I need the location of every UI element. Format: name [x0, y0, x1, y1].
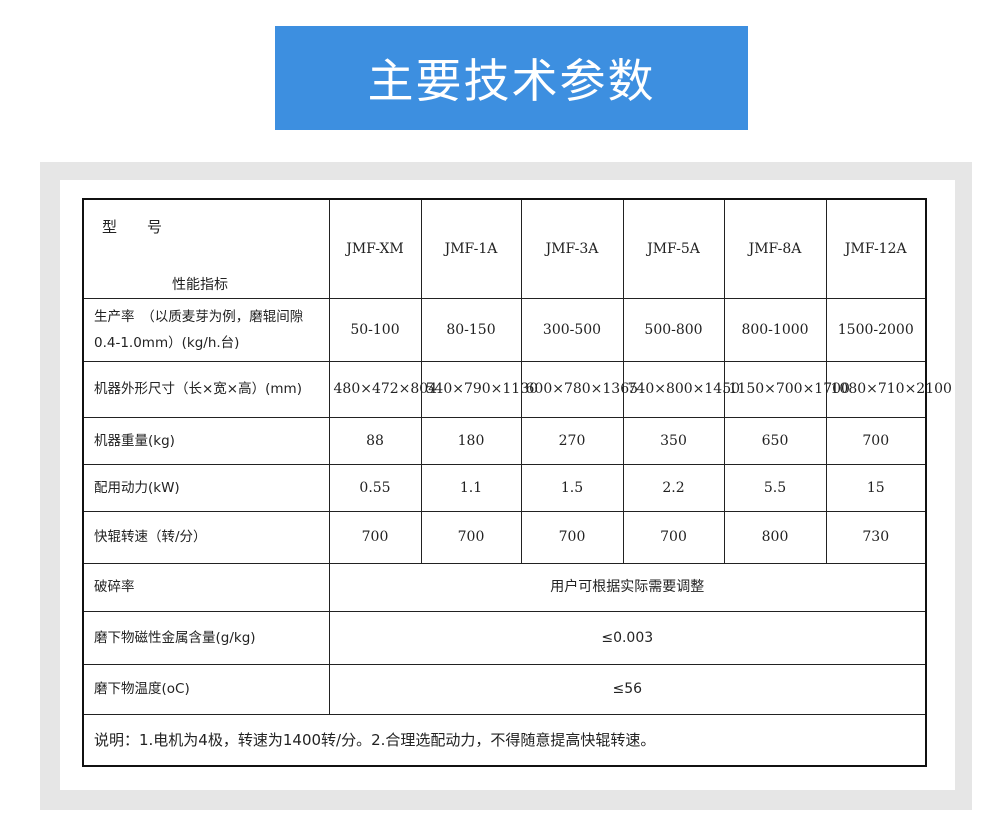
model-header: JMF-3A	[520, 198, 624, 299]
model-header: JMF-5A	[622, 198, 725, 299]
model-header: JMF-12A	[825, 198, 927, 299]
row-label: 磨下物磁性金属含量(g/kg)	[82, 610, 330, 665]
note-text: 说明：1.电机为4极，转速为1400转/分。2.合理选配动力，不得随意提高快辊转…	[82, 713, 927, 767]
cell: 15	[825, 463, 927, 512]
spanned-cell: ≤0.003	[328, 610, 927, 665]
cell: 0.55	[328, 463, 422, 512]
cell: 1.1	[420, 463, 522, 512]
cell: 5.5	[723, 463, 827, 512]
model-header: JMF-8A	[723, 198, 827, 299]
table-row: 破碎率 用户可根据实际需要调整	[82, 562, 927, 612]
table-row: 生产率 （以质麦芽为例，磨辊间隙 0.4-1.0mm）(kg/h.台) 50-1…	[82, 297, 927, 362]
cell: 80-150	[420, 297, 522, 362]
cell: 88	[328, 416, 422, 465]
cell: 350	[622, 416, 725, 465]
row-label: 生产率 （以质麦芽为例，磨辊间隙 0.4-1.0mm）(kg/h.台)	[82, 297, 330, 362]
header-corner-cell: 型 号 性能指标	[82, 198, 330, 299]
row-label: 破碎率	[82, 562, 330, 612]
cell: 1080×710×2100	[825, 360, 952, 418]
spanned-cell: 用户可根据实际需要调整	[328, 562, 927, 612]
spanned-cell: ≤56	[328, 663, 927, 715]
model-header: JMF-1A	[420, 198, 522, 299]
cell: 480×472×804	[328, 360, 437, 418]
cell: 800-1000	[723, 297, 827, 362]
cell: 270	[520, 416, 624, 465]
cell: 500-800	[622, 297, 725, 362]
cell: 50-100	[328, 297, 422, 362]
table-row: 磨下物温度(oC) ≤56	[82, 663, 927, 715]
model-label: 型 号	[102, 218, 163, 236]
metric-label: 性能指标	[172, 277, 228, 293]
row-label: 磨下物温度(oC)	[82, 663, 330, 715]
spec-table: 型 号 性能指标 JMF-XM JMF-1A JMF-3A JMF-5A JMF…	[82, 198, 952, 767]
page-title: 主要技术参数	[367, 54, 656, 108]
cell: 700	[328, 510, 422, 564]
row-label: 机器外形尺寸（长×宽×高）(mm)	[82, 360, 330, 418]
row-label: 快辊转速（转/分）	[82, 510, 330, 564]
cell: 2.2	[622, 463, 725, 512]
cell: 180	[420, 416, 522, 465]
cell: 700	[420, 510, 522, 564]
row-label: 配用动力(kW)	[82, 463, 330, 512]
cell: 700	[622, 510, 725, 564]
cell: 700	[520, 510, 624, 564]
cell: 730	[825, 510, 927, 564]
cell: 600×780×1365	[520, 360, 638, 418]
header-row: 型 号 性能指标 JMF-XM JMF-1A JMF-3A JMF-5A JMF…	[82, 198, 927, 299]
cell: 740×800×1450	[622, 360, 740, 418]
row-label: 机器重量(kg)	[82, 416, 330, 465]
cell: 300-500	[520, 297, 624, 362]
title-banner: 主要技术参数	[275, 26, 748, 130]
table-row: 机器外形尺寸（长×宽×高）(mm) 480×472×804 540×790×11…	[82, 360, 952, 418]
cell: 650	[723, 416, 827, 465]
cell: 540×790×1130	[420, 360, 538, 418]
model-header: JMF-XM	[328, 198, 422, 299]
note-row: 说明：1.电机为4极，转速为1400转/分。2.合理选配动力，不得随意提高快辊转…	[82, 713, 927, 767]
table-row: 机器重量(kg) 88 180 270 350 650 700	[82, 416, 927, 465]
table-row: 配用动力(kW) 0.55 1.1 1.5 2.2 5.5 15	[82, 463, 927, 512]
cell: 800	[723, 510, 827, 564]
cell: 1150×700×1700	[723, 360, 850, 418]
cell: 1500-2000	[825, 297, 927, 362]
table-row: 快辊转速（转/分） 700 700 700 700 800 730	[82, 510, 927, 564]
cell: 700	[825, 416, 927, 465]
cell: 1.5	[520, 463, 624, 512]
table-row: 磨下物磁性金属含量(g/kg) ≤0.003	[82, 610, 927, 665]
